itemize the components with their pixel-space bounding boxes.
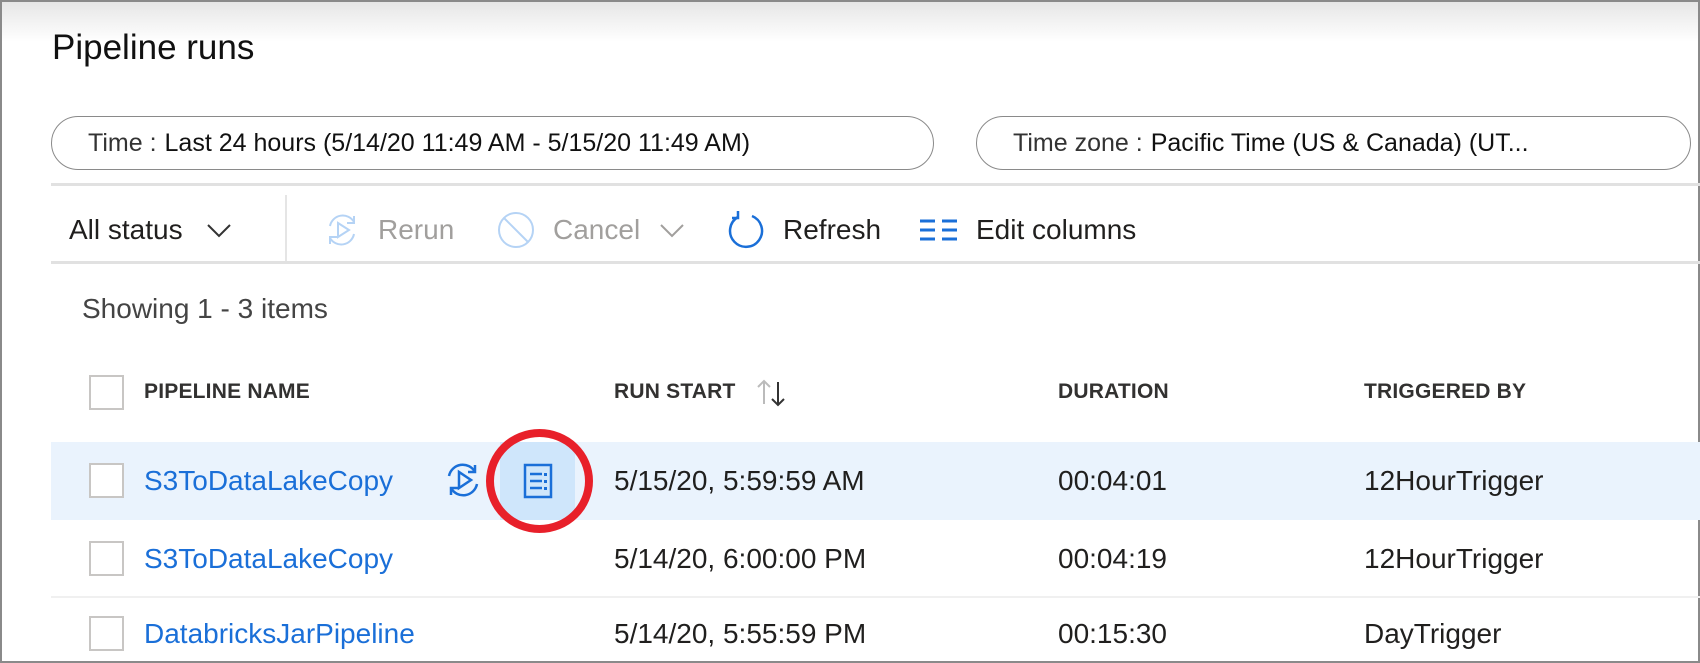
toolbar-separator — [285, 195, 287, 261]
refresh-button[interactable]: Refresh — [726, 211, 881, 249]
duration: 00:15:30 — [1058, 618, 1167, 649]
column-header-pipeline-name[interactable]: PIPELINE NAME — [144, 380, 310, 403]
chevron-down-icon — [206, 224, 231, 238]
select-all-checkbox[interactable] — [89, 375, 124, 410]
time-filter-value: Last 24 hours (5/14/20 11:49 AM - 5/15/2… — [164, 128, 751, 157]
row-divider — [51, 596, 1700, 598]
edit-columns-icon — [920, 219, 957, 241]
column-header-run-start[interactable]: RUN START — [614, 380, 736, 403]
refresh-label: Refresh — [783, 214, 882, 245]
row-checkbox[interactable] — [89, 463, 124, 498]
duration: 00:04:01 — [1058, 465, 1167, 496]
divider — [51, 261, 1700, 264]
status-dropdown-label: All status — [69, 214, 183, 245]
rerun-icon — [329, 214, 355, 246]
chevron-down-icon — [660, 224, 684, 238]
timezone-filter-value: Pacific Time (US & Canada) (UT... — [1150, 128, 1529, 157]
page-title: Pipeline runs — [52, 28, 255, 67]
divider — [51, 183, 1700, 186]
rerun-label: Rerun — [378, 214, 455, 245]
triggered-by: 12HourTrigger — [1364, 543, 1544, 574]
triggered-by: DayTrigger — [1364, 618, 1502, 649]
status-dropdown[interactable]: All status — [69, 211, 233, 249]
time-filter[interactable]: Time : Last 24 hours (5/14/20 11:49 AM -… — [51, 116, 934, 170]
cancel-button[interactable]: Cancel — [496, 211, 686, 249]
pipeline-name-link[interactable]: S3ToDataLakeCopy — [144, 465, 394, 496]
refresh-icon — [728, 211, 764, 249]
rerun-button[interactable]: Rerun — [322, 211, 454, 249]
item-count: Showing 1 - 3 items — [82, 293, 328, 324]
edit-columns-button[interactable]: Edit columns — [919, 211, 1136, 249]
pipeline-name-link[interactable]: DatabricksJarPipeline — [144, 618, 415, 649]
edit-columns-label: Edit columns — [976, 214, 1137, 245]
sort-icon[interactable] — [755, 378, 789, 408]
table-row[interactable] — [51, 442, 1700, 520]
annotation-circle — [486, 429, 593, 533]
row-checkbox[interactable] — [89, 616, 124, 651]
duration: 00:04:19 — [1058, 543, 1167, 574]
run-start: 5/15/20, 5:59:59 AM — [614, 465, 865, 496]
column-header-triggered-by[interactable]: TRIGGERED BY — [1364, 380, 1527, 403]
time-filter-label: Time : — [88, 128, 157, 157]
column-header-duration[interactable]: DURATION — [1058, 380, 1169, 403]
rerun-icon[interactable] — [443, 460, 483, 500]
run-start: 5/14/20, 5:55:59 PM — [614, 618, 867, 649]
run-start: 5/14/20, 6:00:00 PM — [614, 543, 867, 574]
row-checkbox[interactable] — [89, 541, 124, 576]
cancel-label: Cancel — [553, 214, 641, 245]
triggered-by: 12HourTrigger — [1364, 465, 1544, 496]
cancel-icon — [498, 212, 534, 248]
timezone-filter[interactable]: Time zone : Pacific Time (US & Canada) (… — [976, 116, 1691, 170]
timezone-filter-label: Time zone : — [1013, 128, 1143, 157]
pipeline-name-link[interactable]: S3ToDataLakeCopy — [144, 543, 394, 574]
